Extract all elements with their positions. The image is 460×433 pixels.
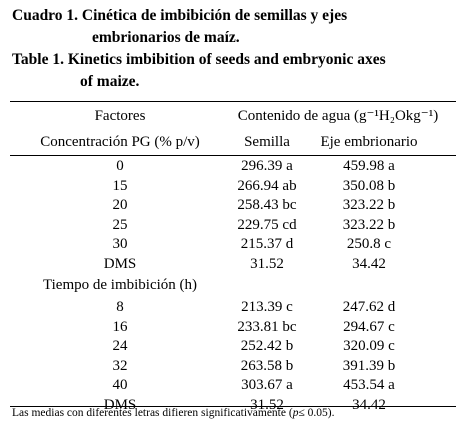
footnote-text: ≤ 0.05). — [298, 407, 335, 419]
column-header: Eje embrionario — [320, 134, 418, 150]
seed-cell: 215.37 d — [240, 236, 294, 252]
footnote-symbol: p — [292, 407, 299, 419]
axis-cell: 391.39 b — [342, 357, 396, 374]
factor-cell: 8 — [116, 299, 124, 315]
axis-cell: 459.98 a — [343, 158, 395, 174]
axis-cell: 350.08 b — [342, 177, 396, 194]
factor-cell: 32 — [112, 357, 128, 374]
axis-cell: 320.09 c — [343, 338, 395, 354]
section-label: Tiempo de imbibición (h) — [42, 277, 198, 293]
seed-cell: 266.94 ab — [237, 177, 297, 194]
header-factor: Factores — [94, 108, 146, 124]
factor-cell: 25 — [112, 216, 128, 233]
title-en-line: of maize. — [80, 73, 140, 90]
seed-cell: 296.39 a — [241, 158, 293, 174]
axis-cell: 323.22 b — [342, 216, 396, 233]
seed-cell: 252.42 b — [240, 338, 294, 354]
factor-cell: DMS — [103, 255, 137, 272]
factor-cell: 16 — [112, 318, 128, 335]
factor-cell: 15 — [112, 177, 128, 194]
title-es-line: Cuadro 1. Cinética de imbibición de semi… — [12, 7, 348, 24]
bottom-rule — [10, 406, 456, 407]
seed-cell: 258.43 bc — [237, 197, 297, 213]
axis-cell: 247.62 d — [342, 299, 396, 315]
seed-cell: 213.39 c — [241, 299, 293, 315]
axis-cell: 34.42 — [352, 255, 386, 272]
column-header: Semilla — [244, 134, 290, 150]
seed-cell: 303.67 a — [241, 377, 293, 393]
column-header: Concentración PG (% p/v) — [40, 134, 200, 150]
top-rule — [10, 101, 456, 102]
factor-cell: 20 — [112, 197, 128, 213]
factor-cell: 30 — [112, 236, 128, 252]
factor-cell: 0 — [116, 158, 124, 174]
axis-cell: 453.54 a — [343, 377, 395, 393]
factor-cell: DMS — [103, 396, 137, 413]
seed-cell: 233.81 bc — [237, 318, 297, 335]
seed-cell: 229.75 cd — [237, 216, 297, 233]
axis-cell: 323.22 b — [342, 197, 396, 213]
seed-cell: 31.52 — [250, 396, 284, 413]
factor-cell: 24 — [112, 338, 128, 354]
header-rule — [10, 155, 456, 156]
factor-cell: 40 — [112, 377, 128, 393]
footnote: Las medias con diferentes letras difiere… — [12, 407, 335, 420]
seed-cell: 263.58 b — [240, 357, 294, 374]
seed-cell: 31.52 — [250, 255, 284, 272]
title-en-line: Table 1. Kinetics imbibition of seeds an… — [12, 51, 386, 68]
axis-cell: 34.42 — [352, 396, 386, 413]
header-group: Contenido de agua (g⁻¹H₂Okg⁻¹) — [237, 108, 439, 124]
axis-cell: 250.8 c — [346, 236, 392, 252]
axis-cell: 294.67 c — [343, 318, 395, 335]
footnote-text: Las medias con diferentes letras difiere… — [12, 407, 293, 419]
title-es-line: embrionarios de maíz. — [92, 29, 240, 46]
